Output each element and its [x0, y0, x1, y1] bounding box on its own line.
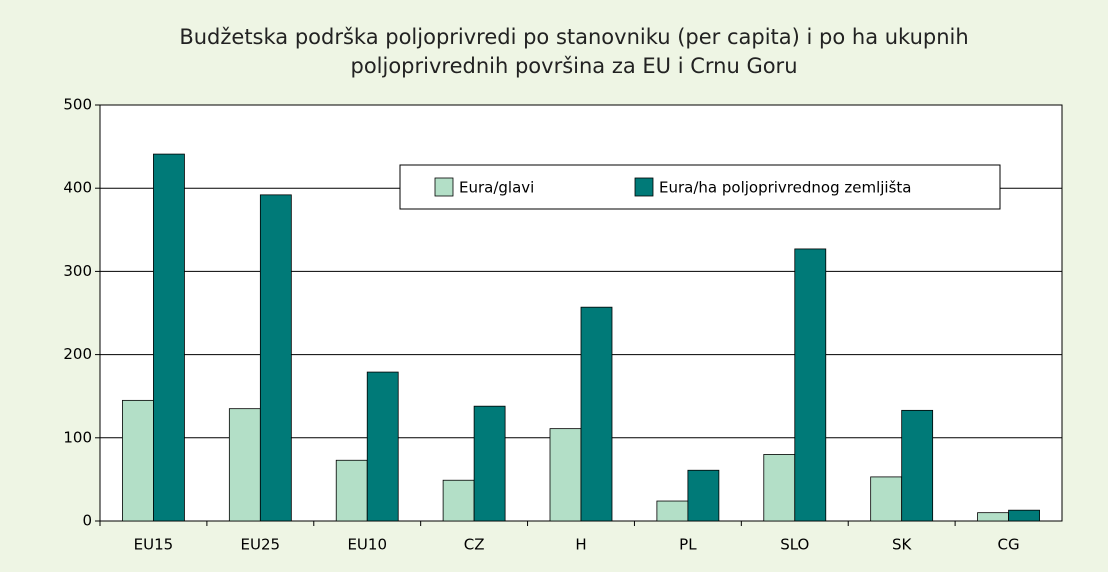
x-tick-label: CZ [464, 536, 485, 554]
legend-swatch [434, 177, 454, 197]
bar [977, 512, 1009, 522]
legend-label: Eura/ha poljoprivrednog zemljišta [659, 179, 911, 197]
legend [399, 164, 1001, 210]
x-tick-label: EU10 [347, 536, 387, 554]
chart-title: poljoprivrednih površina za EU i Crnu Go… [350, 54, 797, 78]
y-tick-label: 400 [63, 179, 92, 197]
x-tick-label: CG [998, 536, 1020, 554]
x-tick-label: EU15 [134, 536, 174, 554]
bar [335, 459, 368, 522]
chart-title: Budžetska podrška poljoprivredi po stano… [179, 25, 968, 49]
bar [549, 428, 582, 522]
y-tick-label: 100 [63, 428, 92, 446]
y-tick-label: 500 [63, 96, 92, 114]
bar [259, 194, 292, 522]
legend-swatch [634, 177, 654, 197]
bar [580, 306, 613, 522]
bar [901, 409, 934, 522]
bar [794, 248, 827, 522]
bar [763, 454, 796, 522]
bar [442, 479, 475, 522]
y-tick-label: 200 [63, 345, 92, 363]
x-tick-label: H [575, 536, 586, 554]
bar [228, 408, 261, 522]
x-tick-label: SLO [780, 536, 809, 554]
y-tick-label: 300 [63, 262, 92, 280]
bar [870, 476, 903, 522]
x-tick-label: PL [679, 536, 697, 554]
bar [153, 153, 185, 522]
bar [687, 469, 720, 522]
x-tick-label: SK [892, 536, 913, 554]
bar [122, 399, 154, 522]
bar [656, 500, 689, 522]
bar [366, 371, 399, 522]
bar [473, 405, 506, 522]
legend-label: Eura/glavi [459, 179, 534, 197]
x-tick-label: EU25 [241, 536, 281, 554]
bar [1008, 509, 1040, 522]
y-tick-label: 0 [82, 512, 92, 530]
